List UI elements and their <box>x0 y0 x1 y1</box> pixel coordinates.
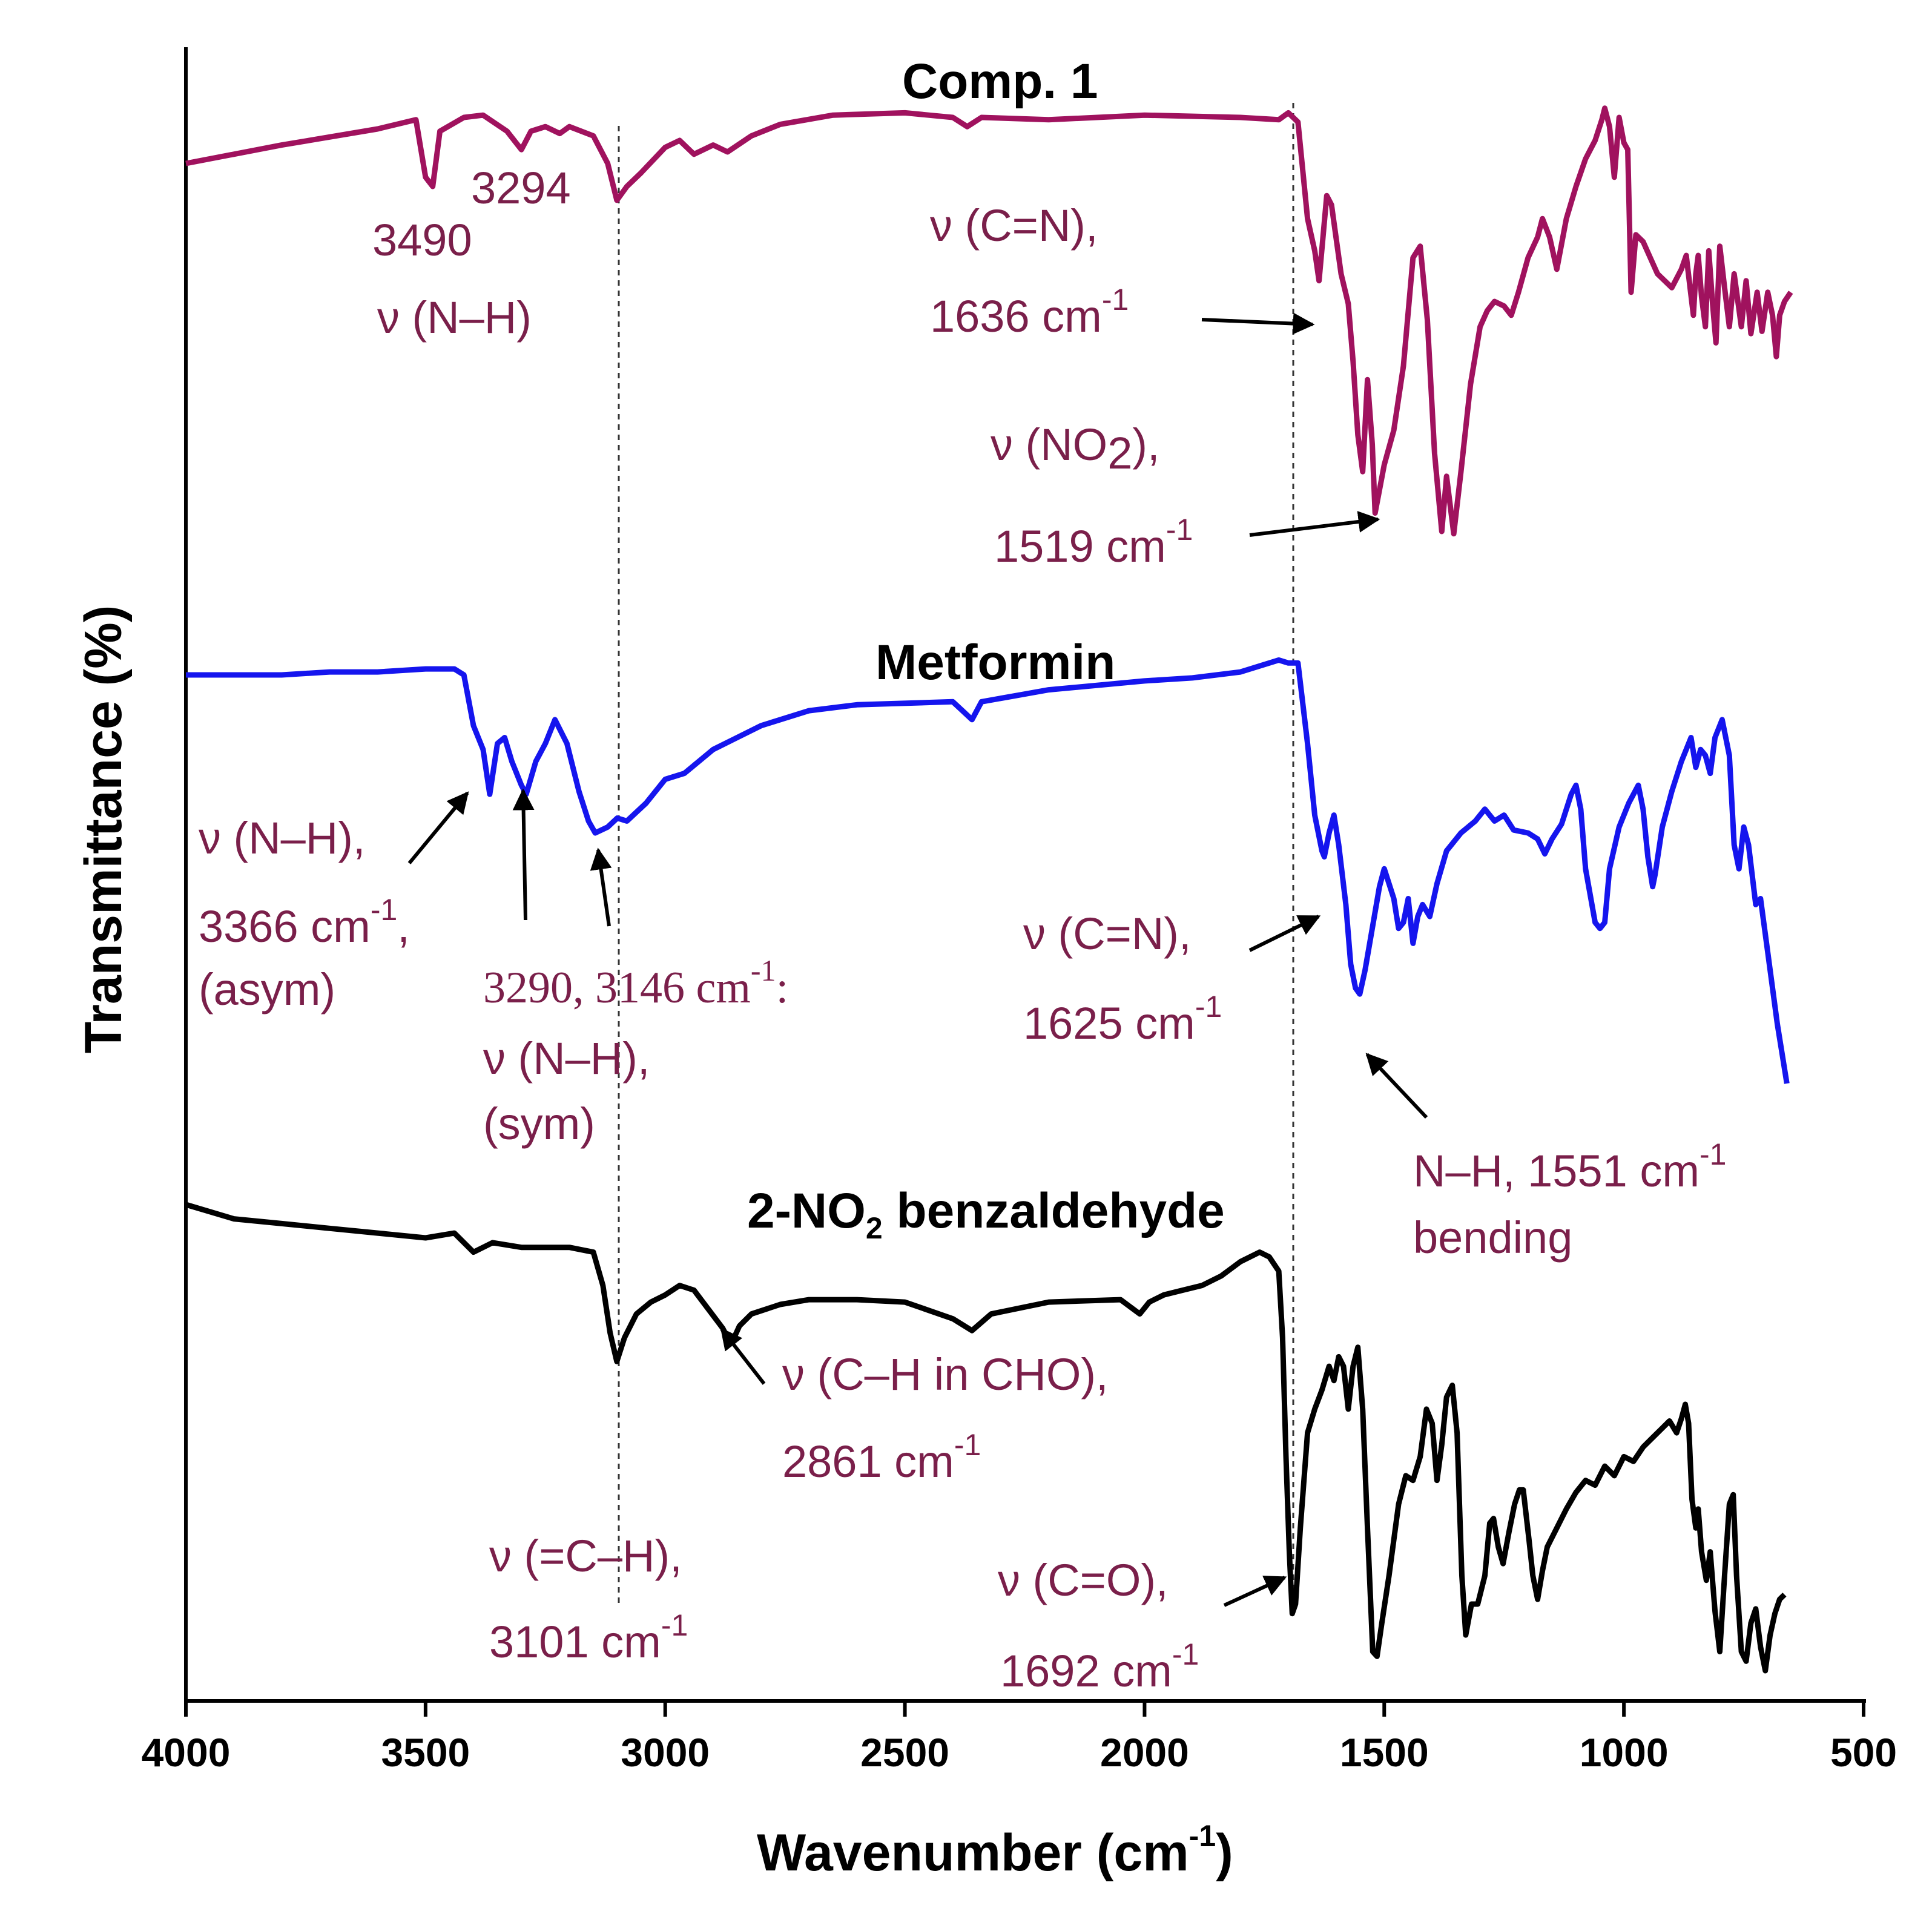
x-tick-label: 4000 <box>142 1730 231 1775</box>
arrow-benz-ch <box>720 1327 766 1385</box>
x-tick-label: 1500 <box>1340 1730 1429 1775</box>
ann-c1-cn-value: 1636 cm-1 <box>930 283 1129 341</box>
ann-met-bending: bending <box>1413 1212 1572 1263</box>
ann-met-sym: (sym) <box>483 1099 595 1149</box>
ann-met-sym-values: 3290, 3146 cm-1: <box>483 953 788 1013</box>
x-tick-label: 500 <box>1830 1730 1897 1775</box>
series-line-comp1 <box>185 105 1793 537</box>
x-axis-ticks: 4000 3500 3000 2500 2000 1500 1000 500 <box>142 1701 1897 1775</box>
axes: 4000 3500 3000 2500 2000 1500 1000 500 <box>142 47 1897 1775</box>
ann-benz-co-value: 1692 cm-1 <box>1000 1637 1199 1696</box>
ann-benz-ech-value: 3101 cm-1 <box>489 1608 688 1667</box>
ann-benz-ch-label: ν (C–H in CHO), <box>782 1349 1109 1399</box>
arrow-c1-cn <box>1201 312 1315 335</box>
arrow-met-bend <box>1365 1053 1428 1119</box>
ann-benz-co-label: ν (C=O), <box>998 1555 1169 1605</box>
ann-c1-cn-label: ν (C=N), <box>930 200 1098 251</box>
ann-benz-ech-label: ν (=C–H), <box>489 1531 682 1581</box>
ann-met-nh-bend-value: N–H, 1551 cm-1 <box>1413 1137 1726 1196</box>
ann-met-cn-label: ν (C=N), <box>1023 909 1192 959</box>
ann-c1-3490: 3490 <box>372 215 472 265</box>
ann-met-cn-value: 1625 cm-1 <box>1023 990 1222 1048</box>
arrow-met-cn <box>1248 915 1321 952</box>
y-axis-title: Transmittance (%) <box>74 605 133 1054</box>
arrow-c1-no2 <box>1249 511 1380 537</box>
ann-met-nh-value: 3366 cm-1, <box>199 893 410 952</box>
x-axis-title: Wavenumber (cm-1) <box>757 1819 1233 1882</box>
arrow-met-3146 <box>590 847 612 927</box>
arrow-benz-co <box>1223 1576 1287 1607</box>
ann-c1-no2-label: ν (NO2), <box>991 419 1160 478</box>
x-tick-label: 2500 <box>860 1730 949 1775</box>
series-label-comp1: Comp. 1 <box>902 54 1098 109</box>
ann-met-asym: (asym) <box>199 964 335 1015</box>
series-label-benzaldehyde: 2-NO2 benzaldehyde <box>747 1183 1225 1245</box>
ann-met-nh-label: ν (N–H), <box>199 813 365 863</box>
ann-c1-nh: ν (N–H) <box>377 292 532 343</box>
ann-c1-3294: 3294 <box>471 163 571 213</box>
ann-c1-no2-value: 1519 cm-1 <box>994 513 1193 571</box>
x-tick-label: 2000 <box>1100 1730 1189 1775</box>
ann-benz-ch-value: 2861 cm-1 <box>782 1428 981 1487</box>
ann-met-sym-label: ν (N–H), <box>483 1033 650 1084</box>
arrow-met-3366 <box>407 791 469 864</box>
x-tick-label: 1000 <box>1580 1730 1669 1775</box>
arrow-met-3290 <box>512 788 535 921</box>
x-tick-label: 3500 <box>381 1730 470 1775</box>
series-line-2-no2-benzaldehyde <box>185 1202 1787 1674</box>
series-label-metformin: Metformin <box>875 635 1115 690</box>
series-line-metformin <box>186 657 1790 1084</box>
x-tick-label: 3000 <box>621 1730 710 1775</box>
